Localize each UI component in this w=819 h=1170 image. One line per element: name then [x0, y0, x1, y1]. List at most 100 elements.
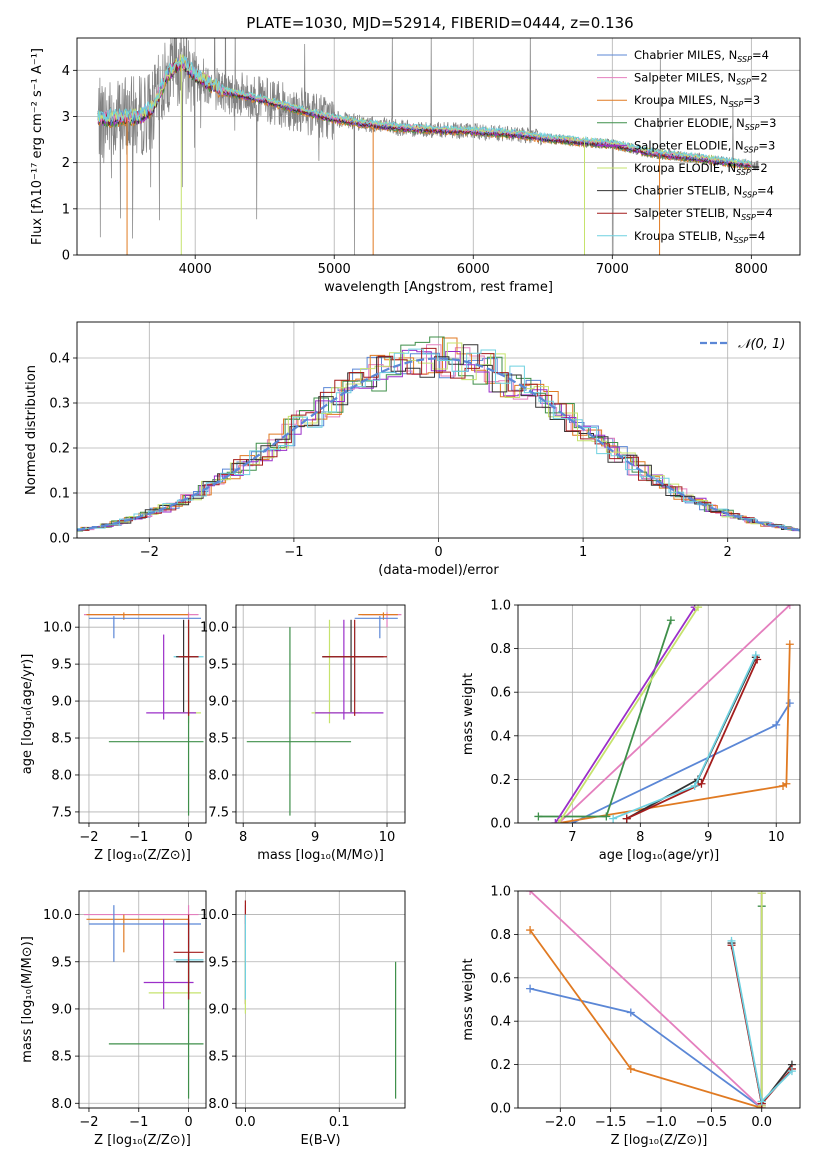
weight-line-salpeter_miles: [529, 891, 763, 1108]
tick-label-y: 0.4: [490, 1015, 511, 1030]
tick-label-x: −1: [284, 545, 303, 560]
tick-label-x: 0.0: [235, 1115, 256, 1130]
chart-panel-residuals: −2 −1 0 1 2 0.0 0.1 0.2 0.3 0.4 (data-model)/error…: [24, 321, 801, 578]
plot-area: [244, 900, 397, 1099]
tick-label-y: 8.5: [51, 1050, 72, 1065]
tick-label-x: −2: [140, 545, 159, 560]
weight-marker-kroupa_miles: [785, 640, 794, 649]
tick-label-x: 10: [379, 830, 396, 845]
weight-line-chabrier_miles: [529, 987, 763, 1108]
normal-reference-curve: [77, 357, 800, 532]
tick-label-y: 0.6: [490, 686, 511, 701]
tick-label-x: −2: [79, 1115, 98, 1130]
tick-label-y: 9.5: [208, 658, 229, 673]
weight-marker-kroupa_miles: [526, 926, 535, 935]
tick-label-x: 0.0: [751, 1115, 772, 1130]
tick-label-y: 1.0: [490, 885, 511, 900]
legend-entry-salpeter_miles: Salpeter MILES, NSSP=2: [634, 71, 768, 87]
tick-label-x: 0: [184, 830, 192, 845]
tick-label-y: 7.5: [51, 805, 72, 820]
tick-label-y: 10.0: [200, 908, 229, 923]
weight-marker-kroupa_miles: [782, 779, 791, 788]
tick-label-y: 0: [62, 249, 70, 264]
tick-label-x: 2: [724, 545, 732, 560]
tick-label-x: 7: [568, 830, 576, 845]
tick-label-y: 9.5: [51, 658, 72, 673]
tick-label-y: 1.0: [490, 599, 511, 614]
tick-label-x: −1: [129, 830, 148, 845]
weight-marker-salpeter_elodie: [551, 819, 560, 823]
tick-label-y: 0.0: [490, 1102, 511, 1117]
weight-marker-kroupa_elodie: [757, 891, 766, 898]
plot-area: [534, 605, 794, 823]
tick-label-y: 9.5: [208, 955, 229, 970]
tick-label-x: 0: [184, 1115, 192, 1130]
weight-marker-chabrier_elodie: [534, 812, 543, 821]
axes-frame: [78, 604, 207, 824]
weight-line-kroupa_miles: [558, 644, 791, 823]
tick-label-y: 8.5: [51, 732, 72, 747]
tick-label-x: −1: [129, 1115, 148, 1130]
legend-entry-kroupa_stelib: Kroupa STELIB, NSSP=4: [634, 229, 765, 245]
y-axis-label: age [log₁₀(age/yr)]: [20, 654, 35, 775]
weight-marker-chabrier_miles: [626, 1008, 635, 1017]
weight-line-salpeter_elodie: [554, 606, 696, 823]
tick-label-y: 9.0: [208, 1002, 229, 1017]
x-axis-label: Z [log₁₀(Z/Z⊙)]: [94, 848, 191, 863]
plot-area: [83, 612, 204, 816]
weight-marker-kroupa_elodie: [694, 605, 703, 612]
spectrum-legend: Chabrier MILES, NSSP=4 Salpeter MILES, NS…: [597, 48, 776, 245]
tick-label-x: 8: [239, 830, 247, 845]
weight-marker-chabrier_elodie: [602, 812, 611, 821]
weight-marker-salpeter_stelib: [622, 814, 631, 823]
legend-entry-normal: 𝒩(0, 1): [738, 337, 785, 352]
chart-panel-spectrum: 4000 5000 6000 7000 8000 0 1 2 3 4 wavelength [Ang…: [30, 37, 801, 295]
weight-line-chabrier_elodie: [538, 620, 672, 818]
weight-marker-chabrier_miles: [772, 720, 781, 729]
tick-label-y: 0.2: [490, 773, 511, 788]
plot-area: [97, 38, 759, 255]
tick-label-y: 9.0: [208, 695, 229, 710]
tick-label-y: 10.0: [43, 908, 72, 923]
tick-label-y: 9.0: [51, 1002, 72, 1017]
tick-label-y: 0.6: [490, 971, 511, 986]
tick-label-y: 2: [62, 156, 70, 171]
legend-entry-chabrier_stelib: Chabrier STELIB, NSSP=4: [634, 184, 774, 200]
axes-frame: [76, 37, 801, 256]
tick-label-y: 0.8: [490, 642, 511, 657]
axes-frame: [517, 890, 801, 1109]
weight-marker-kroupa_elodie: [554, 819, 563, 823]
x-axis-label: E(B-V): [300, 1133, 340, 1148]
y-axis-label: mass [log₁₀(M/M⊙)]: [20, 936, 35, 1063]
weight-marker-salpeter_stelib: [697, 779, 706, 788]
tick-label-y: 9.5: [51, 955, 72, 970]
weight-line-chabrier_miles: [572, 702, 791, 823]
histogram-kroupa_stelib: [77, 348, 800, 532]
plot-area: [77, 336, 800, 532]
chart-panel-mass_weight_vs_Z: −2.0 −1.5 −1.0 −0.5 0.0 0.0 0.2 0.4 0.6 0.8 1.0 Z […: [461, 885, 801, 1148]
axes-frame: [76, 321, 801, 539]
plot-area: [83, 905, 204, 1099]
weight-line-kroupa_miles: [529, 929, 762, 1108]
tick-label-y: 0.8: [490, 928, 511, 943]
tick-label-x: 0: [434, 545, 442, 560]
weight-marker-kroupa_stelib: [690, 781, 699, 790]
tick-label-x: 6000: [457, 262, 490, 277]
chart-panel-age_vs_Z: −2 −1 0 7.5 8.0 8.5 9.0 9.5 10.0 Z [log₁₀(Z/Z⊙)] a…: [20, 604, 207, 863]
legend-entry-chabrier_elodie: Chabrier ELODIE, NSSP=3: [634, 116, 776, 132]
chart-panel-mass_vs_Z: −2 −1 0 8.0 8.5 9.0 9.5 10.0 Z [log₁₀(Z/Z⊙)] mass…: [20, 890, 207, 1148]
tick-label-y: 0.1: [49, 487, 70, 502]
tick-label-y: 8.0: [51, 1097, 72, 1112]
tick-label-y: 0.0: [490, 817, 511, 832]
tick-label-y: 10.0: [43, 621, 72, 636]
legend-entry-chabrier_miles: Chabrier MILES, NSSP=4: [634, 48, 769, 64]
tick-label-x: 9: [704, 830, 712, 845]
x-axis-label: age [log₁₀(age/yr)]: [599, 848, 720, 863]
histogram-chabrier_stelib: [77, 344, 800, 531]
tick-label-x: −0.5: [696, 1115, 728, 1130]
axes-frame: [235, 890, 406, 1109]
y-axis-label: mass weight: [461, 673, 476, 755]
plot-area: [246, 612, 402, 816]
tick-label-x: 9: [311, 830, 319, 845]
